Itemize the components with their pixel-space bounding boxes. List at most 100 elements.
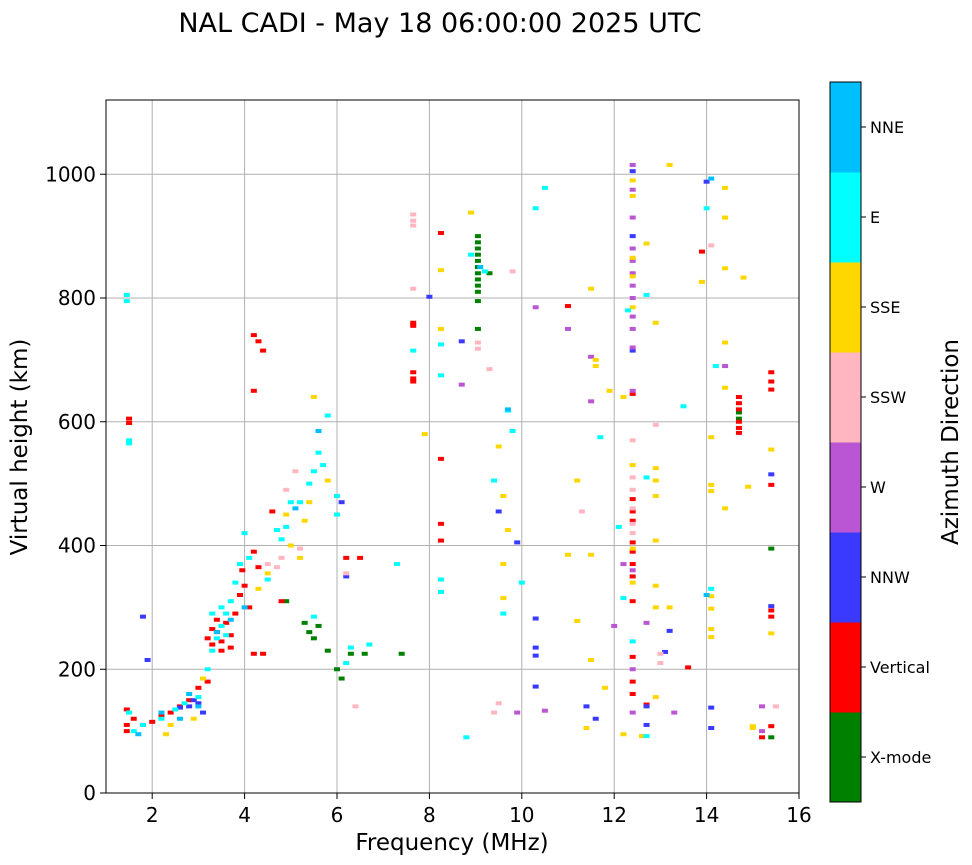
- data-point: [629, 296, 636, 300]
- data-point: [223, 620, 230, 625]
- data-point: [306, 481, 313, 486]
- data-point: [768, 379, 775, 384]
- data-point: [629, 692, 636, 696]
- y-tick-label: 400: [58, 534, 96, 558]
- data-point: [574, 618, 581, 623]
- plot-area: [105, 99, 800, 794]
- data-point: [629, 348, 636, 353]
- data-point: [260, 348, 267, 353]
- data-point: [163, 732, 170, 737]
- data-point: [629, 283, 636, 288]
- data-point: [241, 531, 248, 536]
- data-point: [190, 698, 197, 703]
- series-ssw: [264, 212, 779, 715]
- data-point: [500, 596, 507, 601]
- data-point: [195, 701, 202, 706]
- data-point: [477, 265, 484, 270]
- data-point: [474, 240, 481, 245]
- data-point: [629, 187, 636, 192]
- data-point: [236, 562, 243, 567]
- data-point: [167, 710, 174, 715]
- data-point: [509, 269, 516, 274]
- data-point: [745, 484, 752, 489]
- plot-background: [106, 100, 799, 793]
- data-point: [315, 623, 322, 628]
- data-point: [467, 252, 474, 257]
- data-point: [126, 438, 133, 443]
- data-point: [287, 543, 294, 548]
- data-point: [347, 645, 354, 650]
- data-point: [708, 606, 715, 611]
- x-tick-label: 2: [146, 803, 159, 827]
- data-point: [629, 305, 636, 310]
- data-point: [292, 506, 299, 511]
- data-point: [334, 494, 340, 498]
- data-point: [652, 320, 659, 325]
- data-point: [666, 628, 673, 633]
- data-point: [255, 565, 262, 570]
- data-point: [297, 500, 304, 505]
- data-point: [474, 289, 481, 294]
- data-point: [130, 729, 137, 734]
- data-point: [643, 292, 650, 297]
- data-point: [301, 518, 308, 523]
- data-point: [352, 704, 359, 709]
- data-point: [421, 432, 428, 437]
- colorbar-segment: [830, 622, 861, 713]
- data-point: [772, 704, 779, 709]
- data-point: [218, 605, 225, 610]
- data-point: [130, 716, 137, 721]
- colorbar-segment: [830, 532, 861, 623]
- data-point: [227, 645, 234, 650]
- data-point: [759, 735, 766, 740]
- data-point: [592, 364, 599, 369]
- data-point: [394, 562, 401, 567]
- data-point: [629, 487, 636, 492]
- data-point: [698, 249, 705, 254]
- data-point: [200, 710, 207, 715]
- data-point: [735, 395, 742, 399]
- data-point: [643, 704, 650, 709]
- data-point: [722, 385, 729, 390]
- data-point: [722, 364, 729, 369]
- x-tick-label: 14: [694, 803, 719, 827]
- data-point: [287, 500, 294, 505]
- data-point: [629, 391, 636, 396]
- data-point: [629, 710, 636, 715]
- data-point: [437, 456, 444, 461]
- data-point: [324, 413, 331, 418]
- data-point: [158, 716, 165, 721]
- data-point: [126, 710, 133, 715]
- data-point: [410, 218, 417, 223]
- data-point: [588, 399, 595, 404]
- data-point: [474, 234, 481, 239]
- data-point: [250, 333, 257, 338]
- data-point: [343, 661, 350, 666]
- data-point: [652, 605, 659, 610]
- data-point: [500, 611, 507, 616]
- data-point: [588, 657, 595, 662]
- data-point: [768, 631, 775, 636]
- data-point: [301, 620, 308, 625]
- data-point: [703, 593, 710, 597]
- colorbar-segment: [830, 712, 861, 803]
- data-point: [629, 497, 636, 502]
- data-point: [532, 684, 539, 689]
- data-point: [186, 704, 193, 709]
- colorbar-tick-label: Vertical: [870, 658, 930, 677]
- data-point: [213, 630, 220, 635]
- data-point: [241, 583, 248, 588]
- data-point: [643, 734, 650, 739]
- data-point: [246, 555, 253, 560]
- data-point: [264, 562, 271, 567]
- plot-frame: [105, 99, 800, 794]
- data-point: [685, 665, 692, 670]
- data-point: [703, 206, 710, 211]
- data-point: [426, 294, 433, 299]
- data-point: [410, 223, 417, 228]
- data-point: [500, 494, 507, 498]
- y-tick-label: 600: [58, 410, 96, 434]
- data-point: [504, 407, 511, 412]
- data-point: [708, 176, 715, 181]
